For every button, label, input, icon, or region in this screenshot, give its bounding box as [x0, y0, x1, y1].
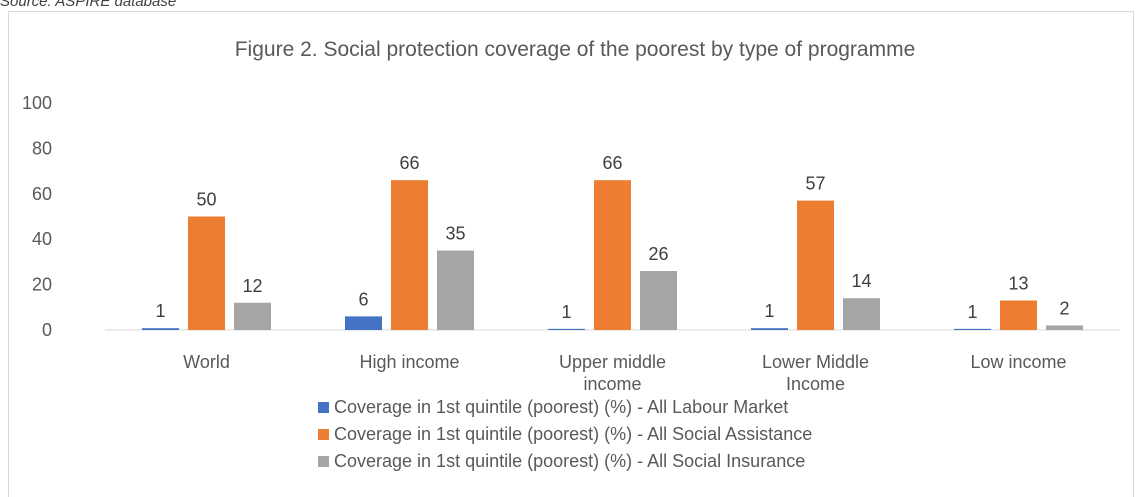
bars: [142, 180, 1083, 330]
legend-label: Coverage in 1st quintile (poorest) (%) -…: [334, 397, 788, 417]
bar-series-3: [437, 250, 474, 330]
data-label: 1: [561, 302, 571, 322]
bar-series-3: [1046, 325, 1083, 330]
bar-chart: Figure 2. Social protection coverage of …: [22, 38, 1120, 471]
bar-series-1: [142, 328, 179, 330]
bar-series-1: [548, 328, 585, 330]
legend-label: Coverage in 1st quintile (poorest) (%) -…: [334, 451, 805, 471]
data-label: 1: [967, 302, 977, 322]
bar-series-2: [594, 180, 631, 330]
data-label: 1: [155, 301, 165, 321]
bar-series-1: [954, 328, 991, 330]
data-label: 66: [602, 153, 622, 173]
bar-series-2: [1000, 300, 1037, 330]
bar-series-1: [345, 316, 382, 330]
data-label: 35: [445, 224, 465, 244]
x-tick-label: income: [583, 374, 641, 394]
chart-frame: [8, 11, 1134, 497]
legend-swatch: [318, 402, 329, 413]
legend-swatch: [318, 456, 329, 467]
data-label: 2: [1059, 298, 1069, 318]
data-label: 1: [764, 301, 774, 321]
data-label: 50: [196, 190, 216, 210]
x-tick-label: World: [183, 352, 230, 372]
x-tick-label: High income: [359, 352, 459, 372]
source-note: Source: ASPIRE database: [0, 0, 177, 10]
y-tick-label: 80: [32, 138, 52, 158]
data-label: 66: [399, 153, 419, 173]
data-label: 14: [851, 271, 871, 291]
x-tick-label: Upper middle: [559, 352, 666, 372]
bar-series-3: [843, 298, 880, 330]
chart-title: Figure 2. Social protection coverage of …: [235, 38, 916, 61]
bar-series-3: [640, 270, 677, 330]
y-tick-label: 20: [32, 275, 52, 295]
legend-swatch: [318, 429, 329, 440]
bar-series-3: [234, 302, 271, 330]
x-tick-label: Lower Middle: [762, 352, 869, 372]
bar-series-2: [188, 216, 225, 330]
bar-series-1: [751, 328, 788, 330]
axes: 0 20 40 60 80 100: [22, 93, 1120, 340]
x-tick-label: Income: [786, 374, 845, 394]
data-label: 12: [242, 276, 262, 296]
y-tick-label: 0: [42, 320, 52, 340]
data-label: 13: [1008, 273, 1028, 293]
data-label: 6: [358, 289, 368, 309]
legend: Coverage in 1st quintile (poorest) (%) -…: [318, 397, 812, 471]
y-tick-label: 100: [22, 93, 52, 113]
bar-series-2: [797, 200, 834, 330]
data-label: 26: [648, 244, 668, 264]
y-tick-label: 40: [32, 229, 52, 249]
data-label: 57: [805, 174, 825, 194]
y-tick-label: 60: [32, 184, 52, 204]
bar-series-2: [391, 180, 428, 330]
legend-label: Coverage in 1st quintile (poorest) (%) -…: [334, 424, 812, 444]
x-tick-label: Low income: [970, 352, 1066, 372]
